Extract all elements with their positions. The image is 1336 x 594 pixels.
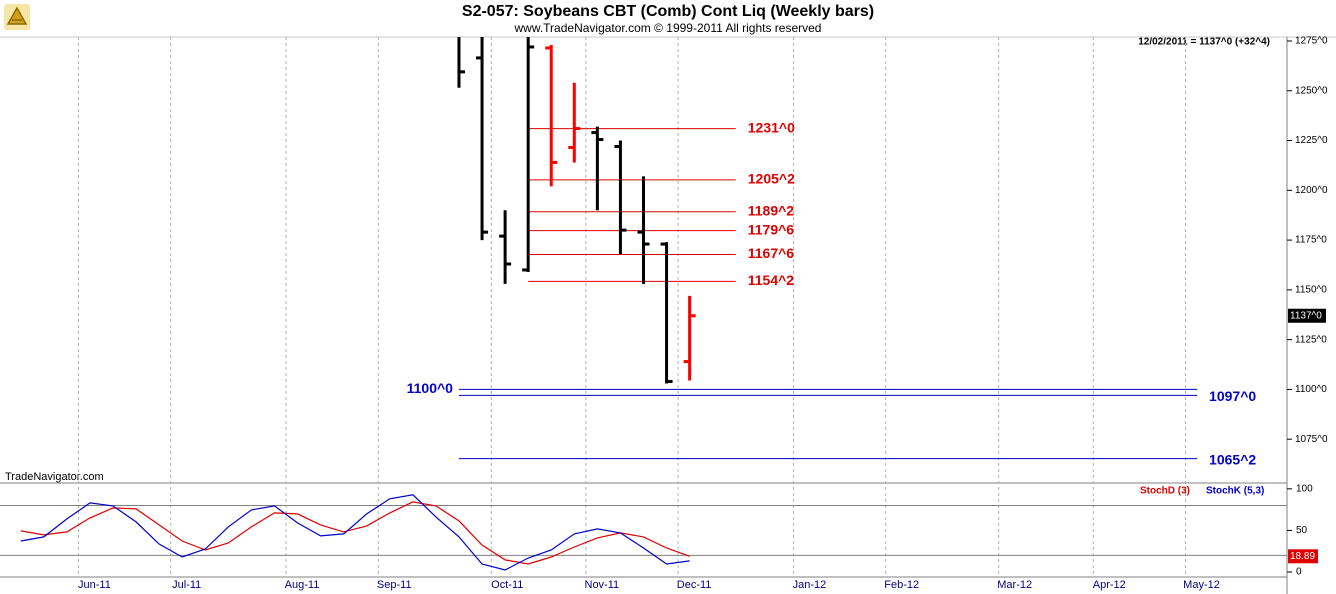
x-tick-label: Feb-12 <box>884 579 919 591</box>
legend-entry: StochD (3) <box>1140 486 1190 497</box>
y-tick-label: 1200^0 <box>1295 185 1328 196</box>
y-tick-label: 1250^0 <box>1295 85 1328 96</box>
y-tick-label: 1150^0 <box>1295 285 1327 296</box>
level-label: 1065^2 <box>1209 451 1256 467</box>
last-price-label: 1137^0 <box>1290 310 1322 321</box>
last-value-label: 18.89 <box>1290 551 1315 562</box>
y-tick-label: 1075^0 <box>1295 434 1328 445</box>
stoch-line <box>20 501 690 565</box>
x-tick-label: Jan-12 <box>793 579 827 591</box>
x-tick-label: Dec-11 <box>677 579 712 591</box>
x-tick-label: Jun-11 <box>78 579 111 591</box>
y-tick-label: 1125^0 <box>1295 334 1327 345</box>
level-label: 1231^0 <box>748 119 795 135</box>
level-label: 1167^6 <box>748 245 795 261</box>
x-tick-label: Nov-11 <box>585 579 620 591</box>
x-tick-label: Apr-12 <box>1093 579 1126 591</box>
y-tick-label: 1225^0 <box>1295 135 1328 146</box>
x-tick-label: Jul-11 <box>172 579 201 591</box>
annotation: 12/02/2011 = 1137^0 (+32^4) <box>1138 37 1270 48</box>
x-tick-label: Sep-11 <box>377 579 412 591</box>
x-tick-label: May-12 <box>1183 579 1220 591</box>
x-tick-label: Oct-11 <box>491 579 523 591</box>
x-tick-label: Aug-11 <box>285 579 320 591</box>
level-label: 1154^2 <box>748 272 795 288</box>
level-label: 1189^2 <box>748 202 795 218</box>
y-tick-label: 1100^0 <box>1295 384 1327 395</box>
watermark: TradeNavigator.com <box>5 471 104 483</box>
level-label: 1097^0 <box>1209 388 1256 404</box>
last-price-box <box>1288 308 1326 323</box>
x-tick-label: Mar-12 <box>997 579 1032 591</box>
y-tick-label: 0 <box>1296 567 1302 578</box>
level-label: 1100^0 <box>407 380 454 396</box>
y-tick-label: 1275^0 <box>1295 36 1328 47</box>
legend-entry: StochK (5,3) <box>1206 486 1264 497</box>
chart-subtitle: www.TradeNavigator.com © 1999-2011 All r… <box>514 21 822 35</box>
last-value-box <box>1288 549 1318 564</box>
stoch-line <box>20 494 690 571</box>
chart-title: S2-057: Soybeans CBT (Comb) Cont Liq (We… <box>462 3 874 20</box>
level-label: 1179^6 <box>748 221 795 237</box>
y-tick-label: 50 <box>1296 525 1308 536</box>
level-label: 1205^2 <box>748 171 795 187</box>
y-tick-label: 1175^0 <box>1295 235 1327 246</box>
y-tick-label: 100 <box>1296 483 1313 494</box>
logo <box>4 4 30 30</box>
